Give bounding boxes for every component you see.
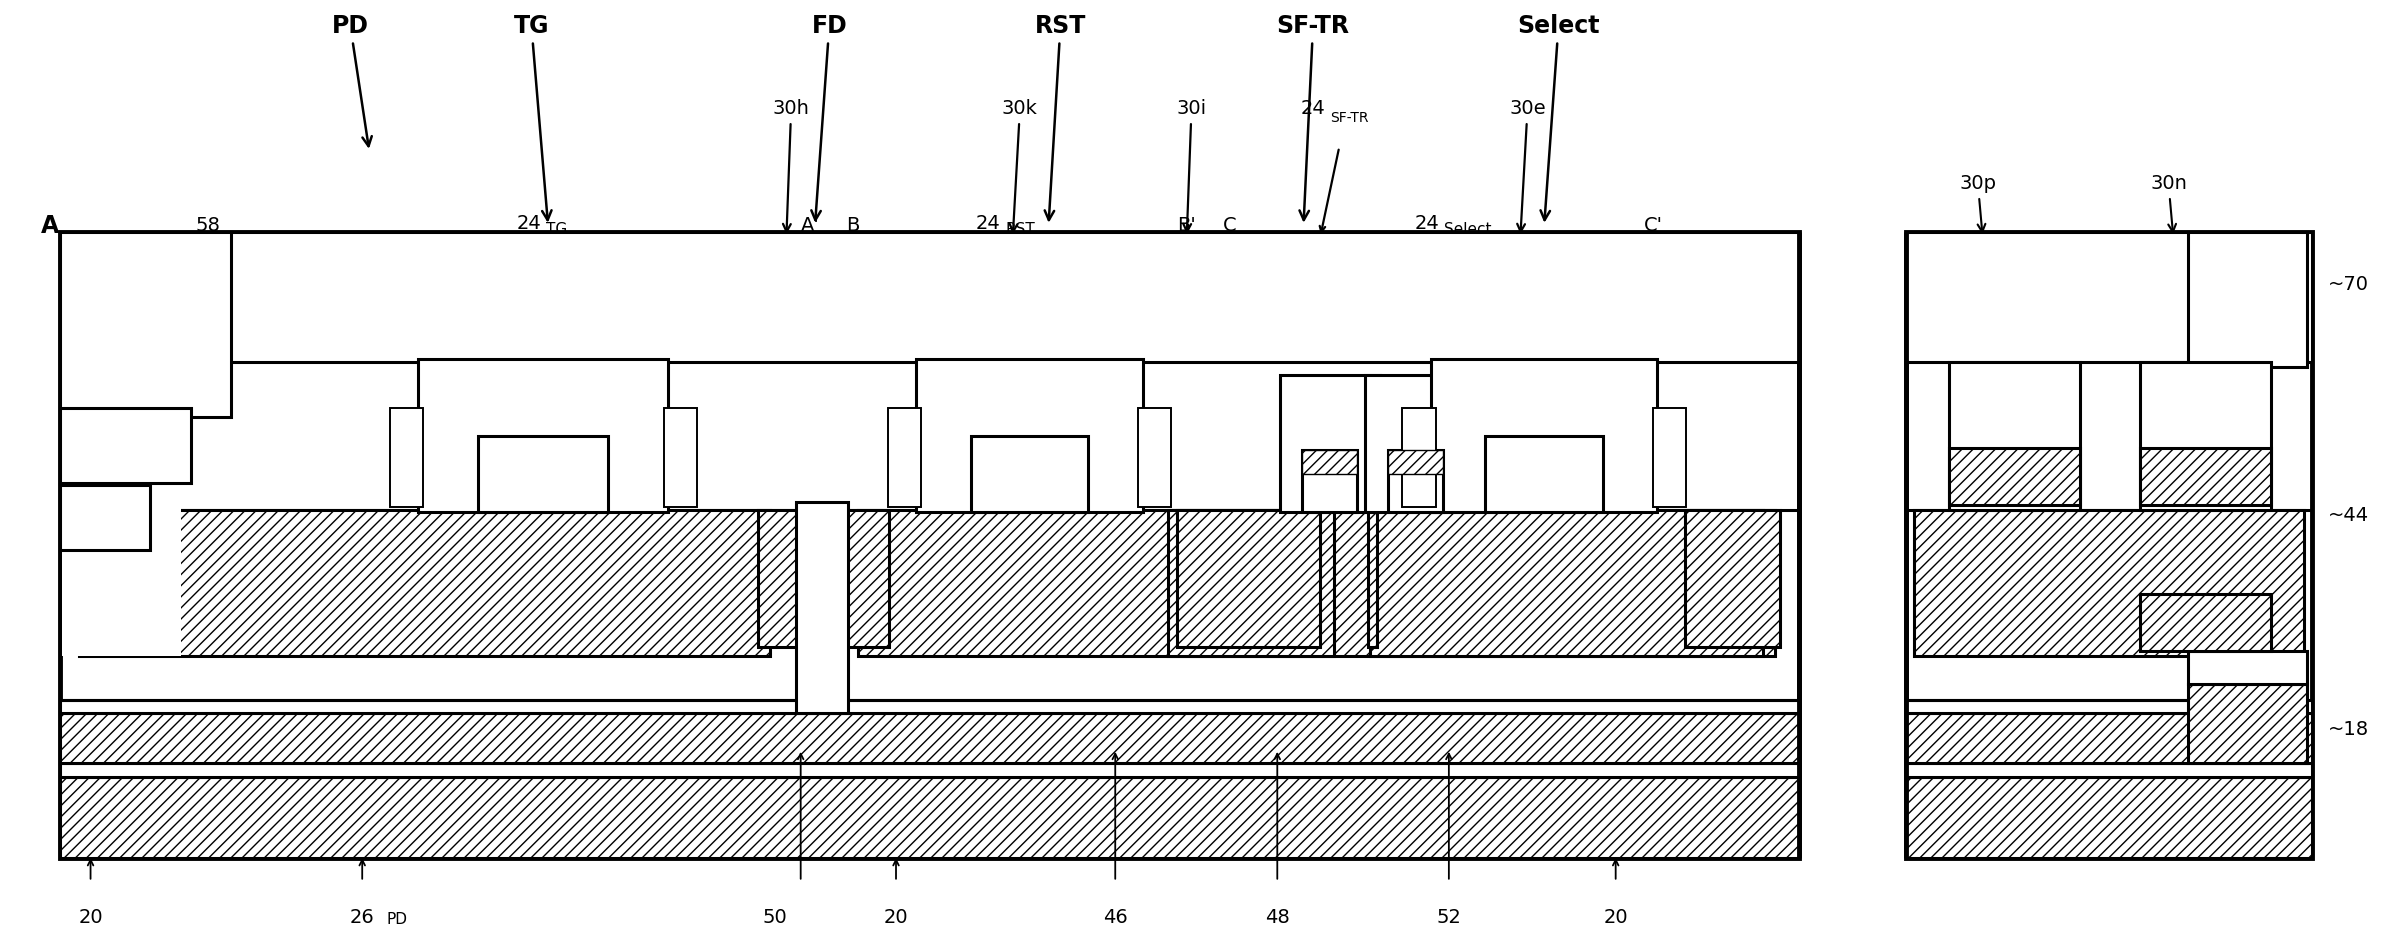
- Text: 24: 24: [1416, 214, 1439, 233]
- Text: PD: PD: [386, 912, 407, 927]
- Text: 30e: 30e: [1508, 100, 1547, 231]
- Text: 24: 24: [977, 214, 1001, 233]
- Text: FD: FD: [810, 14, 848, 220]
- Bar: [915, 359, 1144, 512]
- Bar: [479, 436, 608, 512]
- Text: 46: 46: [1103, 908, 1127, 927]
- Bar: [1906, 232, 2312, 362]
- Bar: [1906, 713, 2312, 763]
- Text: Select: Select: [1518, 14, 1599, 220]
- Bar: [419, 359, 670, 512]
- Text: RST: RST: [1034, 14, 1087, 220]
- Bar: [1906, 232, 2312, 858]
- Bar: [1387, 450, 1444, 512]
- Text: 30h: 30h: [772, 100, 810, 231]
- Bar: [60, 232, 1799, 362]
- Text: 30k: 30k: [1001, 100, 1039, 231]
- Text: 24: 24: [517, 214, 541, 233]
- Bar: [62, 501, 181, 656]
- Bar: [1280, 374, 1380, 512]
- Text: 20: 20: [79, 908, 102, 927]
- Text: A: A: [41, 213, 60, 238]
- Bar: [662, 408, 698, 507]
- Text: TG: TG: [515, 14, 550, 220]
- Bar: [2188, 651, 2307, 684]
- Bar: [1368, 510, 1377, 647]
- Bar: [1139, 408, 1172, 507]
- Text: 30n: 30n: [2149, 174, 2188, 232]
- Bar: [60, 763, 1799, 777]
- Bar: [1168, 510, 1334, 656]
- Bar: [79, 510, 770, 656]
- Bar: [1949, 448, 2080, 505]
- Text: SF-TR: SF-TR: [1330, 111, 1368, 125]
- Bar: [1685, 510, 1780, 647]
- Text: SF-TR: SF-TR: [1277, 14, 1349, 220]
- Bar: [1949, 362, 2080, 510]
- Text: 30i: 30i: [1177, 100, 1206, 231]
- Text: 30p: 30p: [1959, 174, 1997, 232]
- Bar: [1387, 450, 1444, 474]
- Bar: [2140, 594, 2271, 651]
- Text: Select: Select: [1444, 222, 1492, 237]
- Bar: [1370, 510, 1763, 656]
- Text: 52: 52: [1437, 908, 1461, 927]
- Text: C': C': [1644, 216, 1663, 235]
- Bar: [60, 713, 1799, 763]
- Bar: [1906, 700, 2312, 713]
- Text: ~18: ~18: [2328, 720, 2369, 739]
- Text: 50: 50: [763, 908, 786, 927]
- Bar: [886, 408, 920, 507]
- Text: TG: TG: [546, 222, 567, 237]
- Bar: [1906, 777, 2312, 858]
- Bar: [60, 485, 150, 550]
- Text: PD: PD: [331, 14, 372, 146]
- Text: 26: 26: [350, 908, 374, 927]
- Bar: [1654, 408, 1687, 507]
- Text: 58: 58: [195, 216, 219, 235]
- Bar: [970, 436, 1089, 512]
- Bar: [391, 408, 424, 507]
- Bar: [2140, 448, 2271, 505]
- Bar: [1430, 359, 1659, 512]
- Bar: [758, 510, 889, 647]
- Bar: [1485, 436, 1604, 512]
- Bar: [1301, 450, 1358, 474]
- Bar: [2140, 362, 2271, 510]
- Bar: [1914, 510, 2304, 656]
- Text: 20: 20: [1604, 908, 1628, 927]
- Bar: [2188, 684, 2307, 763]
- Text: 24: 24: [1301, 100, 1325, 118]
- Text: ~44: ~44: [2328, 506, 2369, 525]
- Bar: [2188, 232, 2307, 367]
- Text: RST: RST: [1006, 222, 1034, 237]
- Text: A': A': [801, 216, 820, 235]
- Bar: [60, 700, 1799, 713]
- Text: B': B': [1177, 216, 1196, 235]
- Bar: [1401, 408, 1435, 507]
- Bar: [60, 232, 231, 417]
- Bar: [60, 777, 1799, 858]
- Bar: [1906, 763, 2312, 777]
- Bar: [796, 502, 848, 713]
- Text: ~70: ~70: [2328, 275, 2369, 294]
- Text: 20: 20: [884, 908, 908, 927]
- Bar: [1177, 510, 1320, 647]
- Text: 48: 48: [1265, 908, 1289, 927]
- Bar: [1301, 450, 1358, 512]
- Text: C: C: [1222, 216, 1237, 235]
- Bar: [1365, 374, 1466, 512]
- Bar: [858, 510, 1775, 656]
- Bar: [60, 408, 191, 483]
- Text: B: B: [846, 216, 860, 235]
- Bar: [60, 232, 1799, 858]
